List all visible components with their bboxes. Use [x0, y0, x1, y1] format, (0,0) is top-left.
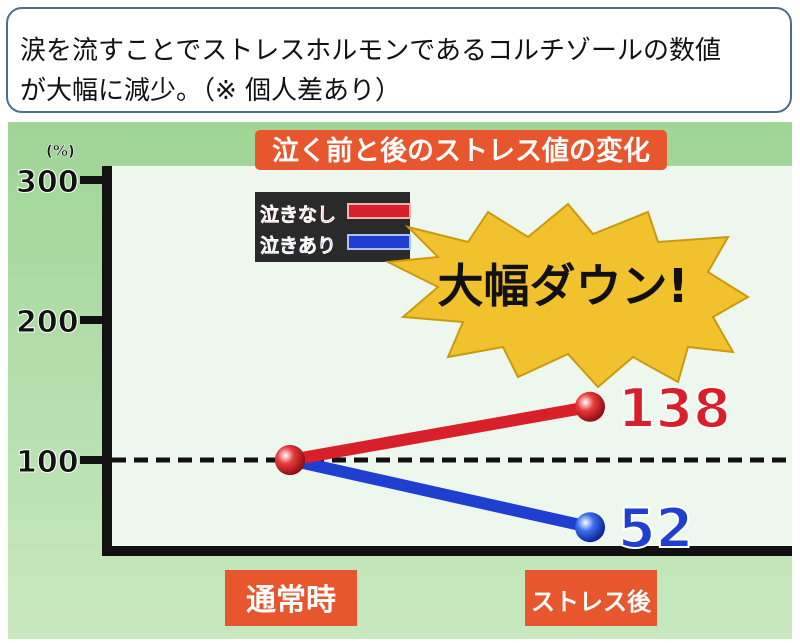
chart-title: 泣く前と後のストレス値の変化 [272, 135, 650, 167]
x-category-label: 通常時 [246, 583, 336, 618]
chart-svg: 300 200 100 (%) 泣く前と後のストレス値の変化 泣きなし 泣きあり 大… [8, 122, 792, 639]
category-box [525, 570, 657, 626]
starburst [384, 202, 750, 389]
y-axis [102, 166, 112, 556]
y-tick-label: 100 [16, 445, 79, 480]
caption-line-1: 涙を流すことでストレスホルモンであるコルチゾールの数値 [20, 36, 721, 66]
y-tick-label: 200 [16, 305, 79, 340]
data-point [575, 512, 605, 543]
caption-box: 涙を流すことでストレスホルモンであるコルチゾールの数値 が大幅に減少。（※ 個人… [6, 7, 792, 113]
legend-swatch-blue [347, 234, 411, 250]
legend-label-no-cry: 泣きなし [260, 203, 336, 226]
legend-label-cry: 泣きあり [260, 234, 336, 257]
y-axis-unit: (%) [46, 142, 75, 160]
caption-line-2: が大幅に減少。（※ 個人差あり） [20, 76, 402, 106]
data-label: 138 [618, 377, 731, 440]
series-line-cry [284, 454, 596, 534]
title-box [255, 130, 667, 170]
data-point [575, 391, 605, 422]
data-label: 52 [618, 497, 693, 560]
chart: 300 200 100 (%) 泣く前と後のストレス値の変化 泣きなし 泣きあり 大… [8, 122, 792, 639]
y-tick-mark [80, 176, 102, 184]
category-box [225, 570, 357, 626]
legend: 泣きなし 泣きあり [255, 192, 411, 262]
y-tick-mark [80, 456, 102, 464]
legend-swatch-red [347, 203, 411, 219]
y-tick-label: 300 [16, 165, 79, 200]
x-axis [102, 546, 792, 556]
annotation-big-drop: 大幅ダウン! [438, 259, 689, 313]
series-line-no-cry [284, 400, 596, 466]
data-point [275, 445, 305, 475]
y-tick-mark [80, 316, 102, 324]
x-category-label: ストレス後 [531, 588, 652, 616]
